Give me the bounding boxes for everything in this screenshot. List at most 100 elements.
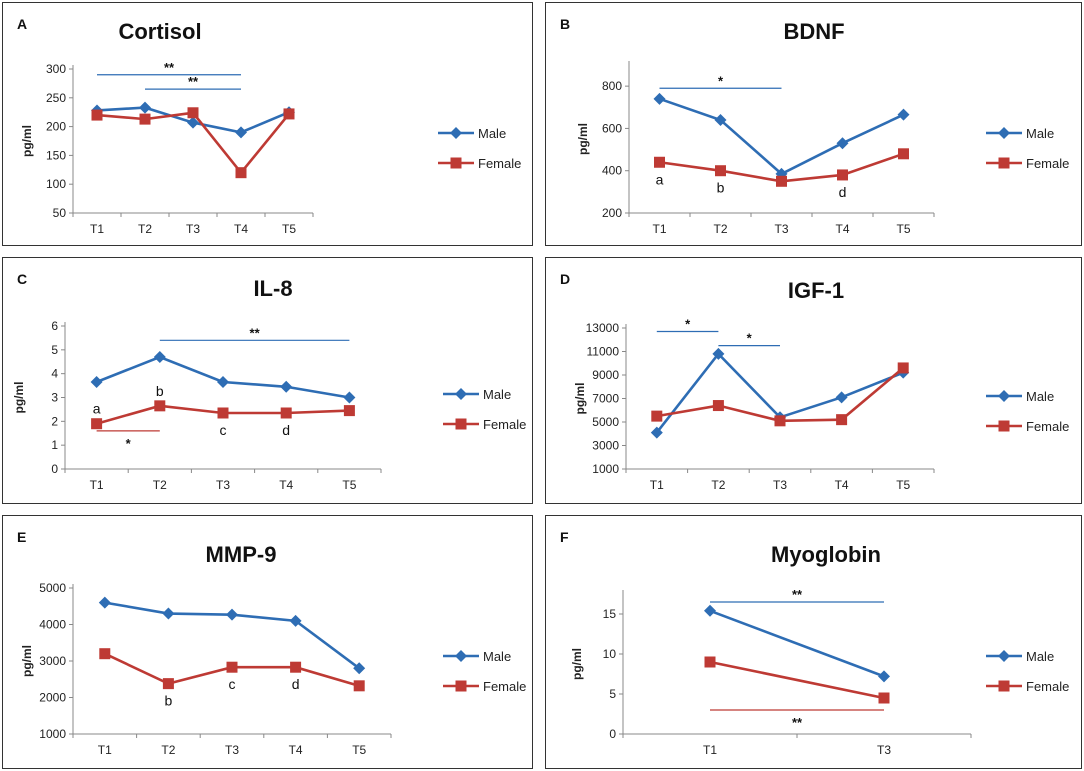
x-tick-label: T3 (773, 478, 787, 492)
data-point-male (343, 391, 356, 404)
data-point-male (897, 108, 910, 121)
y-tick-label: 200 (46, 120, 66, 134)
legend-label-male: Male (1026, 649, 1054, 664)
legend-label-female: Female (1026, 419, 1069, 434)
x-tick-label: T4 (835, 478, 849, 492)
panel-label: D (560, 271, 570, 287)
data-point-female (283, 108, 295, 120)
point-annotation: b (717, 180, 725, 196)
data-point-male (289, 614, 302, 627)
data-point-female (897, 362, 909, 374)
y-tick-label: 400 (602, 164, 622, 178)
y-tick-label: 5 (609, 687, 616, 701)
data-point-male (835, 391, 848, 404)
legend-marker-male (998, 650, 1010, 662)
chart-b: B BDNF pg/ml 200 400 600 800 T1 T2 T3 T4 T5 a b d * Male… (560, 16, 1069, 236)
x-tick-label: T2 (138, 222, 152, 236)
data-point-female (712, 400, 724, 412)
panel-label: A (17, 16, 27, 32)
chart-title: MMP-9 (206, 542, 277, 567)
data-point-female (651, 410, 663, 422)
chart-title: IGF-1 (788, 278, 844, 303)
data-point-male (217, 376, 229, 389)
significance-label: ** (792, 715, 803, 730)
x-tick-label: T3 (774, 222, 788, 236)
legend-marker-male (998, 127, 1010, 139)
point-annotation: a (656, 171, 664, 187)
y-tick-label: 5000 (592, 415, 619, 429)
legend-label-female: Female (483, 679, 526, 694)
x-tick-label: T2 (713, 222, 727, 236)
y-tick-label: 6 (51, 319, 58, 333)
data-point-female (91, 418, 103, 430)
x-tick-label: T4 (234, 222, 248, 236)
data-point-female (898, 148, 909, 160)
y-tick-label: 3000 (39, 654, 66, 668)
chart-d: D IGF-1 pg/ml 1000 3000 5000 7000 9000 11000 1300… (560, 271, 1069, 492)
y-tick-label: 150 (46, 148, 66, 162)
y-tick-label: 50 (53, 206, 67, 220)
data-point-female (704, 656, 716, 668)
y-tick-label: 5 (51, 343, 58, 357)
y-tick-label: 3000 (592, 439, 619, 453)
significance-label: * (685, 317, 691, 332)
legend-marker-female (450, 157, 462, 169)
y-tick-label: 3 (51, 391, 58, 405)
y-tick-label: 800 (602, 79, 622, 93)
data-point-female (343, 405, 355, 417)
y-tick-label: 0 (51, 462, 58, 476)
x-tick-label: T5 (352, 743, 366, 757)
significance-label: * (718, 73, 724, 88)
data-point-female (715, 165, 726, 177)
y-tick-label: 200 (602, 206, 622, 220)
y-axis-label: pg/ml (20, 125, 34, 157)
x-tick-label: T5 (896, 222, 910, 236)
data-point-female (836, 414, 848, 426)
data-point-female (353, 680, 365, 692)
y-tick-label: 100 (46, 177, 66, 191)
x-tick-label: T1 (703, 743, 717, 757)
panel-b: B BDNF pg/ml 200 400 600 800 T1 T2 T3 T4 T5 a b d * Male… (545, 2, 1082, 246)
x-tick-label: T4 (279, 478, 293, 492)
chart-title: IL-8 (253, 276, 292, 301)
data-point-male (714, 113, 727, 126)
legend-marker-female (455, 680, 467, 692)
series-line-female (709, 660, 885, 700)
y-tick-label: 600 (602, 121, 622, 135)
y-tick-label: 10 (603, 647, 617, 661)
data-point-male (187, 116, 199, 129)
x-tick-label: T1 (90, 478, 104, 492)
data-point-female (91, 109, 103, 121)
y-axis-label: pg/ml (12, 382, 26, 414)
legend-marker-female (998, 680, 1010, 692)
y-tick-label: 250 (46, 91, 66, 105)
legend-marker-male (455, 388, 467, 400)
y-tick-label: 5000 (39, 581, 66, 595)
point-annotation: b (156, 383, 164, 399)
y-tick-label: 1000 (39, 727, 66, 741)
x-tick-label: T5 (896, 478, 910, 492)
data-point-female (139, 113, 151, 125)
y-tick-label: 4000 (39, 618, 66, 632)
x-tick-label: T5 (342, 478, 356, 492)
legend-marker-male (455, 650, 467, 662)
significance-label: * (126, 436, 132, 451)
legend-label-female: Female (1026, 156, 1069, 171)
x-tick-label: T4 (289, 743, 303, 757)
panel-e: E MMP-9 pg/ml 1000 2000 3000 4000 5000 T1 T2 T3 T4 T… (2, 515, 533, 769)
data-point-female (290, 661, 302, 673)
panel-d: D IGF-1 pg/ml 1000 3000 5000 7000 9000 11000 1300… (545, 257, 1082, 504)
legend-label-male: Male (483, 387, 511, 402)
data-point-female (280, 407, 292, 419)
data-point-male (98, 596, 111, 609)
panel-c: C IL-8 pg/ml 0 1 2 3 4 5 6 T1 T2 T3 T4 T5 a b c d ** * Male Fe… (2, 257, 533, 504)
x-tick-label: T1 (98, 743, 112, 757)
chart-e: E MMP-9 pg/ml 1000 2000 3000 4000 5000 T1 T2 T3 T4 T… (17, 529, 526, 757)
y-tick-label: 1000 (592, 462, 619, 476)
x-tick-label: T2 (161, 743, 175, 757)
chart-title: Myoglobin (771, 542, 881, 567)
point-annotation: c (229, 676, 236, 692)
x-tick-label: T1 (652, 222, 666, 236)
legend-label-male: Male (478, 126, 506, 141)
point-annotation: a (93, 401, 101, 417)
